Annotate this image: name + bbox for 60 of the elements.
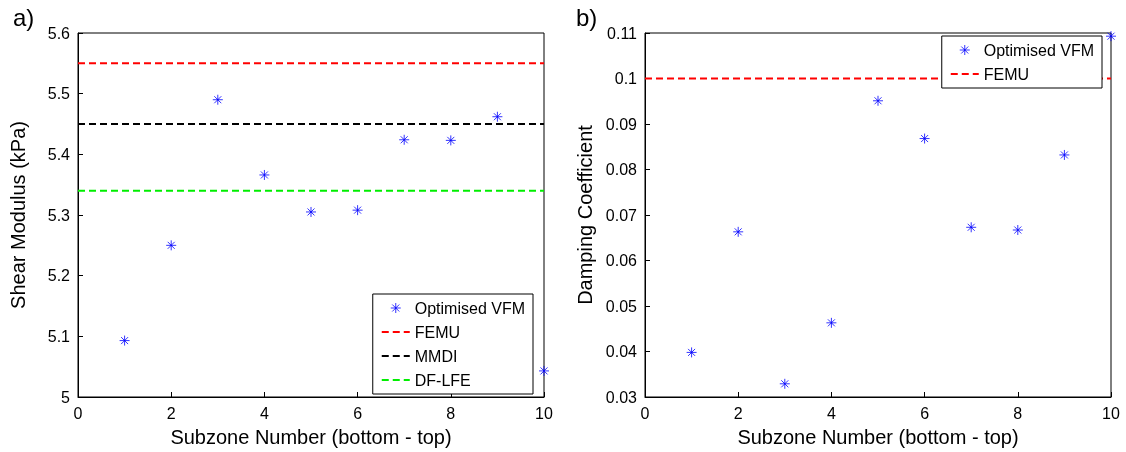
point xyxy=(686,346,698,358)
y-tick-label: 0.08 xyxy=(605,161,638,178)
legend-label: DF-LFE xyxy=(414,371,471,389)
y-axis-title: Shear Modulus (kPa) xyxy=(7,121,29,309)
x-tick-label: 4 xyxy=(826,404,836,422)
legend-label: FEMU xyxy=(414,323,461,341)
x-tick-label: 6 xyxy=(353,404,363,422)
point xyxy=(165,239,177,251)
point xyxy=(445,134,457,146)
y-tick-label: 0.03 xyxy=(605,388,638,406)
x-tick-label: 0 xyxy=(640,404,650,422)
point xyxy=(491,111,503,123)
point xyxy=(212,94,224,106)
point xyxy=(1105,30,1117,42)
y-tick-label: 5.4 xyxy=(47,145,71,163)
x-tick-label: 10 xyxy=(535,404,553,422)
point xyxy=(538,365,550,377)
y-tick-label: 5.3 xyxy=(47,206,71,224)
y-tick-label: 0.07 xyxy=(605,206,638,224)
point xyxy=(305,206,317,218)
y-tick-label: 0.1 xyxy=(614,70,638,87)
y-tick-label: 0.06 xyxy=(605,252,638,269)
y-tick-label: 5.2 xyxy=(47,267,71,285)
y-tick-label: 0.04 xyxy=(605,343,638,360)
y-tick-label: 5.1 xyxy=(47,327,71,345)
point xyxy=(919,133,931,145)
y-tick-label: 0.05 xyxy=(605,297,638,315)
x-tick-label: 8 xyxy=(1013,404,1023,422)
point xyxy=(872,95,884,107)
point xyxy=(1058,149,1070,161)
chart-title: a) xyxy=(13,3,35,31)
y-tick-label: 0.09 xyxy=(605,115,638,133)
point xyxy=(825,317,837,329)
point xyxy=(352,204,364,216)
point xyxy=(398,134,410,146)
point xyxy=(965,221,977,233)
legend-label: Optimised VFM xyxy=(983,41,1095,59)
point xyxy=(779,378,791,390)
ref-line-label: FEMU xyxy=(983,65,1030,83)
point xyxy=(732,226,744,238)
y-tick-label: 5.5 xyxy=(47,85,71,103)
point xyxy=(258,169,270,181)
x-tick-label: 0 xyxy=(73,404,83,422)
y-tick-label: 0.11 xyxy=(607,24,638,42)
chart-title: b) xyxy=(576,3,598,31)
y-tick-label: 5.6 xyxy=(47,24,71,42)
x-tick-label: 6 xyxy=(920,404,930,422)
y-tick-label: 5 xyxy=(61,388,71,406)
legend-label: Optimised VFM xyxy=(414,299,526,317)
x-tick-label: 2 xyxy=(166,404,176,422)
x-tick-label: 4 xyxy=(259,404,269,422)
y-axis-title: Damping Coefficient xyxy=(573,124,596,305)
x-tick-label: 2 xyxy=(733,404,743,422)
x-tick-label: 8 xyxy=(446,404,456,422)
x-axis-title: Subzone Number (bottom - top) xyxy=(737,426,1019,448)
x-tick-label: 10 xyxy=(1102,404,1120,422)
legend-label: MMDI xyxy=(414,347,458,365)
point xyxy=(1012,224,1024,236)
point xyxy=(119,335,131,347)
x-axis-title: Subzone Number (bottom - top) xyxy=(170,426,452,448)
